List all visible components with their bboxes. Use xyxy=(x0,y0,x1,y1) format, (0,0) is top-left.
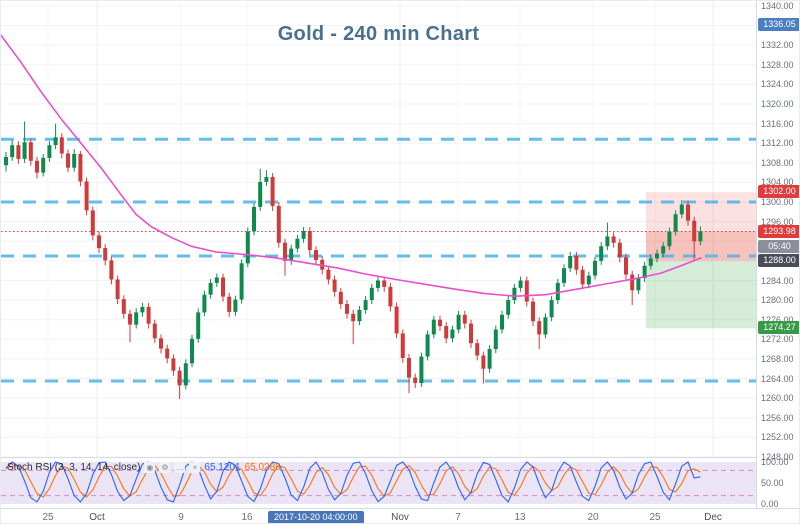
time-label: 25 xyxy=(42,512,54,523)
price-badge-stop[interactable]: 1302.00 xyxy=(758,185,799,199)
price-tick: 1328.00 xyxy=(761,59,794,70)
osc-band-fill xyxy=(1,462,756,504)
price-badge-last[interactable]: 1293.98 xyxy=(758,224,799,238)
price-tick: 1276.00 xyxy=(761,314,794,325)
price-tick: 1304.00 xyxy=(761,177,794,188)
price-tick: 1268.00 xyxy=(761,353,794,364)
stoch-d-value: 65.0286 xyxy=(244,462,281,473)
close-icon[interactable]: × xyxy=(189,462,201,473)
stoch-k-line xyxy=(5,461,701,503)
price-tick: 1256.00 xyxy=(761,412,794,423)
stoch-k-value: 65.1201 xyxy=(204,462,241,473)
price-tick: 1324.00 xyxy=(761,79,794,90)
price-tick: 1320.00 xyxy=(761,99,794,109)
indicator-name: Stoch RSI (3, 3, 14, 14, close) xyxy=(7,462,141,473)
price-badge-countdown[interactable]: 05:40 xyxy=(758,239,799,253)
time-label: 7 xyxy=(455,512,461,523)
price-badge-entry[interactable]: 1288.00 xyxy=(758,253,799,267)
ma-line xyxy=(1,34,702,297)
price-tick: 1332.00 xyxy=(761,40,794,51)
price-tick: 1272.00 xyxy=(761,334,794,345)
oscillator-scale-label: 100.00 xyxy=(761,457,789,467)
time-label: 9 xyxy=(178,512,184,523)
price-tick: 1308.00 xyxy=(761,157,794,168)
oscillator-scale-label: 0.00 xyxy=(761,499,779,509)
time-label: Oct xyxy=(89,512,105,523)
indicator-legend: Stoch RSI (3, 3, 14, 14, close) ◉ ⚙ … × … xyxy=(7,462,281,473)
price-tick: 1252.00 xyxy=(761,432,794,443)
settings-gear-icon[interactable]: ⚙ xyxy=(159,462,171,473)
price-tick: 1260.00 xyxy=(761,393,794,404)
zone-reward xyxy=(646,260,756,329)
time-label: 20 xyxy=(587,512,599,523)
price-tick: 1248.00 xyxy=(761,452,794,462)
time-label: Nov xyxy=(391,512,409,523)
price-axis[interactable]: 1340.00 1332.00 1328.00 1324.00 1320.00 1316.… xyxy=(756,0,799,509)
time-label: Dec xyxy=(704,512,722,523)
price-tick: 1316.00 xyxy=(761,118,794,129)
time-label: 13 xyxy=(514,512,526,523)
time-label: 16 xyxy=(241,512,253,523)
price-tick: 1296.00 xyxy=(761,216,794,227)
price-tick: 1284.00 xyxy=(761,275,794,286)
main-price-chart[interactable] xyxy=(1,1,756,457)
time-label: 25 xyxy=(649,512,661,523)
eye-icon[interactable]: ◉ xyxy=(144,462,156,473)
price-tick: 1300.00 xyxy=(761,197,794,207)
more-options-icon[interactable]: … xyxy=(174,462,186,473)
candles-layer xyxy=(4,121,703,400)
stoch-rsi-panel[interactable] xyxy=(1,457,756,508)
price-badge-target[interactable]: 1274.27 xyxy=(758,321,799,335)
price-tick: 1340.00 xyxy=(761,0,794,11)
price-tick: 1280.00 xyxy=(761,295,794,306)
stoch-d-line xyxy=(5,464,701,498)
time-axis[interactable]: 2017-10-20 04:00:00 25 Oct 9 16 Nov 7 13 20 25 De… xyxy=(1,508,799,523)
price-tick: 1264.00 xyxy=(761,373,794,384)
price-tick: 1312.00 xyxy=(761,138,794,149)
price-badge-alert[interactable]: 1336.05 xyxy=(758,18,799,32)
oscillator-scale-label: 50.00 xyxy=(761,478,784,488)
crosshair-time-badge: 2017-10-20 04:00:00 xyxy=(268,511,364,523)
